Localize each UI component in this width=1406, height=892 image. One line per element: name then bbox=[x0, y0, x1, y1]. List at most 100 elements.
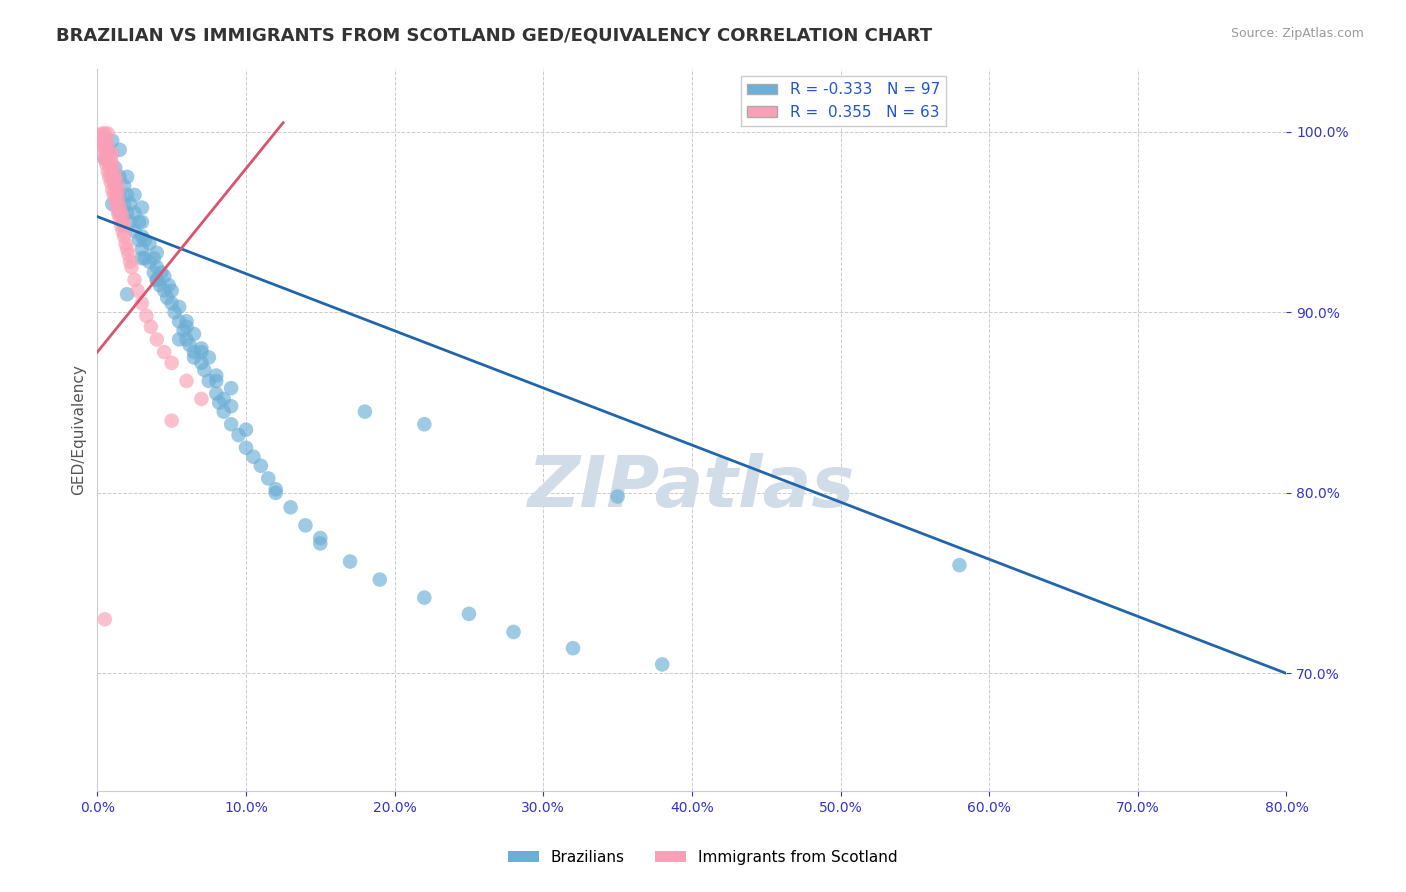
Point bbox=[101, 197, 124, 211]
Point bbox=[368, 573, 391, 587]
Point bbox=[101, 169, 124, 184]
Point bbox=[96, 157, 118, 171]
Point bbox=[108, 188, 131, 202]
Point bbox=[115, 206, 138, 220]
Point bbox=[167, 300, 190, 314]
Point bbox=[107, 206, 129, 220]
Point bbox=[105, 188, 128, 202]
Point bbox=[127, 284, 149, 298]
Point bbox=[115, 287, 138, 301]
Point bbox=[413, 417, 436, 432]
Point bbox=[94, 139, 117, 153]
Point bbox=[131, 242, 153, 256]
Point bbox=[142, 266, 165, 280]
Point bbox=[160, 296, 183, 310]
Point bbox=[160, 414, 183, 428]
Point bbox=[112, 219, 135, 233]
Point bbox=[96, 146, 118, 161]
Point bbox=[294, 518, 316, 533]
Point bbox=[98, 146, 121, 161]
Point bbox=[176, 332, 198, 346]
Y-axis label: GED/Equivalency: GED/Equivalency bbox=[72, 364, 86, 495]
Point bbox=[142, 251, 165, 265]
Point bbox=[354, 404, 377, 418]
Point bbox=[146, 273, 169, 287]
Point bbox=[118, 197, 141, 211]
Point bbox=[103, 188, 125, 202]
Point bbox=[100, 175, 122, 189]
Point bbox=[107, 194, 129, 208]
Point bbox=[97, 164, 120, 178]
Point bbox=[117, 247, 139, 261]
Point bbox=[606, 490, 628, 504]
Point bbox=[97, 139, 120, 153]
Point bbox=[111, 224, 134, 238]
Point bbox=[228, 428, 250, 442]
Point bbox=[139, 319, 162, 334]
Point bbox=[146, 273, 169, 287]
Point bbox=[157, 278, 180, 293]
Point bbox=[948, 558, 970, 573]
Point bbox=[219, 399, 242, 413]
Point bbox=[101, 182, 124, 196]
Point bbox=[118, 254, 141, 268]
Point bbox=[114, 236, 136, 251]
Point bbox=[167, 332, 190, 346]
Point bbox=[131, 201, 153, 215]
Point bbox=[111, 211, 134, 226]
Point bbox=[264, 483, 287, 497]
Point bbox=[190, 356, 212, 370]
Point bbox=[108, 211, 131, 226]
Point bbox=[235, 441, 257, 455]
Point bbox=[98, 157, 121, 171]
Point bbox=[131, 296, 153, 310]
Point bbox=[138, 254, 160, 268]
Text: BRAZILIAN VS IMMIGRANTS FROM SCOTLAND GED/EQUIVALENCY CORRELATION CHART: BRAZILIAN VS IMMIGRANTS FROM SCOTLAND GE… bbox=[56, 27, 932, 45]
Point bbox=[101, 134, 124, 148]
Point bbox=[205, 368, 228, 383]
Point bbox=[134, 233, 156, 247]
Point bbox=[212, 392, 235, 406]
Point bbox=[87, 128, 110, 143]
Point bbox=[183, 351, 205, 365]
Point bbox=[105, 175, 128, 189]
Point bbox=[121, 260, 143, 275]
Point bbox=[502, 624, 524, 639]
Point bbox=[198, 351, 221, 365]
Point bbox=[104, 169, 127, 184]
Point bbox=[110, 206, 132, 220]
Point bbox=[131, 215, 153, 229]
Point bbox=[100, 164, 122, 178]
Point bbox=[94, 612, 117, 626]
Point bbox=[115, 169, 138, 184]
Point bbox=[190, 342, 212, 356]
Point bbox=[134, 251, 156, 265]
Point bbox=[104, 161, 127, 175]
Point bbox=[135, 309, 157, 323]
Point bbox=[458, 607, 481, 621]
Point bbox=[250, 458, 273, 473]
Point bbox=[193, 363, 215, 377]
Text: ZIPatlas: ZIPatlas bbox=[529, 453, 856, 522]
Point bbox=[146, 245, 169, 260]
Point bbox=[101, 169, 124, 184]
Point bbox=[128, 233, 150, 247]
Point bbox=[413, 591, 436, 605]
Point bbox=[94, 152, 117, 166]
Point bbox=[131, 229, 153, 244]
Point bbox=[94, 152, 117, 166]
Point bbox=[146, 260, 169, 275]
Point bbox=[205, 374, 228, 388]
Point bbox=[89, 134, 111, 148]
Point bbox=[104, 194, 127, 208]
Point bbox=[91, 134, 114, 148]
Point bbox=[115, 188, 138, 202]
Point bbox=[108, 206, 131, 220]
Point bbox=[146, 332, 169, 346]
Point bbox=[101, 146, 124, 161]
Point bbox=[110, 219, 132, 233]
Point bbox=[107, 182, 129, 196]
Point bbox=[115, 242, 138, 256]
Point bbox=[108, 201, 131, 215]
Point bbox=[90, 139, 112, 153]
